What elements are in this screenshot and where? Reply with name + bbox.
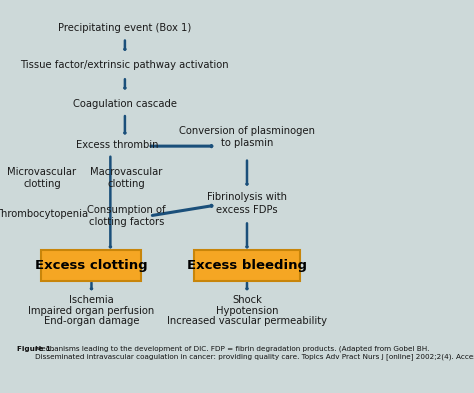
Text: Increased vascular permeability: Increased vascular permeability <box>167 316 327 326</box>
Text: Mechanisms leading to the development of DIC. FDP = fibrin degradation products.: Mechanisms leading to the development of… <box>36 346 474 360</box>
Text: Microvascular
clotting: Microvascular clotting <box>8 167 77 189</box>
FancyBboxPatch shape <box>41 250 141 281</box>
Text: Excess clotting: Excess clotting <box>35 259 147 272</box>
Text: Tissue factor/extrinsic pathway activation: Tissue factor/extrinsic pathway activati… <box>20 60 229 70</box>
Text: Conversion of plasminogen
to plasmin: Conversion of plasminogen to plasmin <box>179 126 315 149</box>
Text: Macrovascular
clotting: Macrovascular clotting <box>90 167 163 189</box>
Text: Impaired organ perfusion: Impaired organ perfusion <box>28 306 155 316</box>
Text: Precipitating event (Box 1): Precipitating event (Box 1) <box>58 23 191 33</box>
Text: Ischemia: Ischemia <box>69 295 114 305</box>
Text: Fibrinolysis with
excess FDPs: Fibrinolysis with excess FDPs <box>207 192 287 215</box>
Text: Coagulation cascade: Coagulation cascade <box>73 99 177 108</box>
Text: Consumption of
clotting factors: Consumption of clotting factors <box>87 205 166 227</box>
FancyBboxPatch shape <box>194 250 300 281</box>
Text: Thrombocytopenia: Thrombocytopenia <box>0 209 89 219</box>
Text: Figure 1.: Figure 1. <box>18 346 56 352</box>
Text: End-organ damage: End-organ damage <box>44 316 139 326</box>
Text: Shock: Shock <box>232 295 262 305</box>
Text: Excess thrombin: Excess thrombin <box>76 140 159 151</box>
Text: Hypotension: Hypotension <box>216 306 278 316</box>
Text: Excess bleeding: Excess bleeding <box>187 259 307 272</box>
